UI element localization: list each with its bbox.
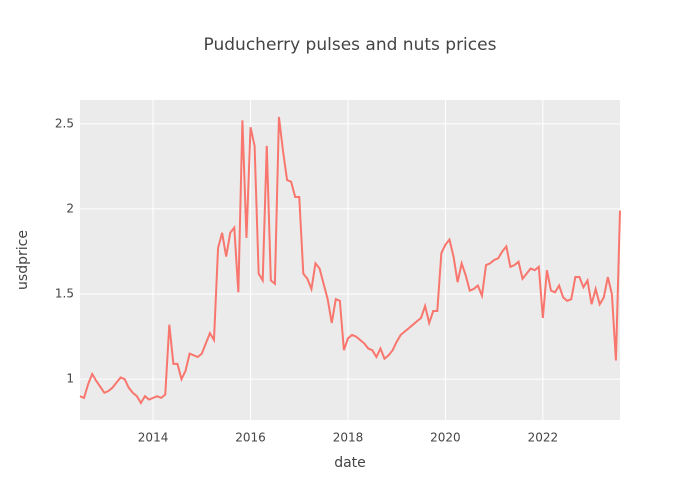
data-line — [79, 116, 621, 405]
y-tick-label: 2.5 — [55, 116, 74, 130]
y-axis-title: usdprice — [15, 230, 31, 290]
x-tick-label: 2022 — [528, 431, 559, 445]
y-tick-label: 1 — [66, 372, 74, 386]
x-tick-label: 2016 — [235, 431, 266, 445]
x-axis-title: date — [334, 455, 366, 471]
x-tick-label: 2020 — [430, 431, 461, 445]
chart-title: Puducherry pulses and nuts prices — [204, 35, 497, 55]
y-tick-label: 1.5 — [55, 287, 74, 301]
x-tick-label: 2018 — [333, 431, 364, 445]
y-tick-label: 2 — [66, 201, 74, 215]
x-tick-label: 2014 — [138, 431, 169, 445]
plot-area — [80, 100, 620, 420]
